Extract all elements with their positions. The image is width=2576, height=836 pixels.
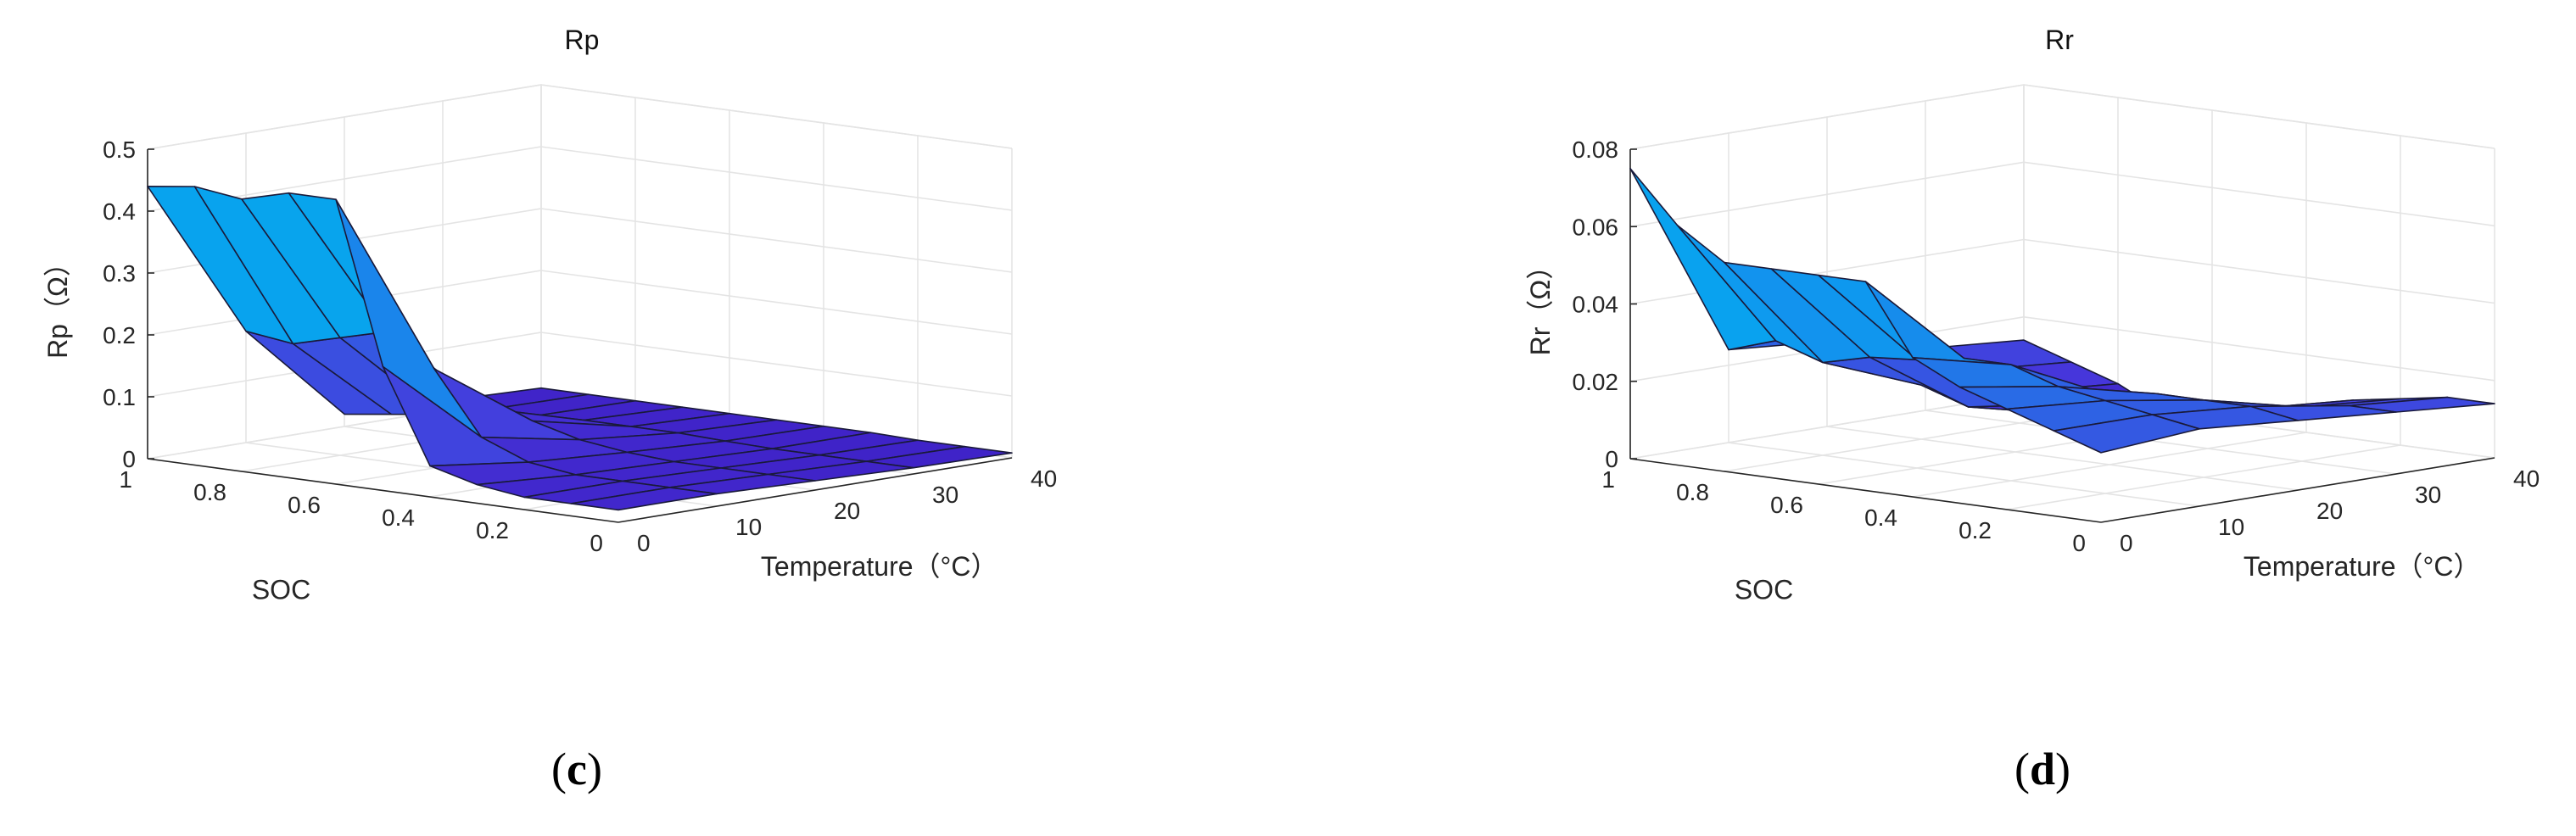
soc-tick-label: 0.4: [1864, 504, 1897, 531]
soc-tick-label: 0.4: [382, 504, 415, 531]
surface-mesh: [1629, 168, 2495, 454]
temperature-tick-label: 0: [637, 530, 651, 556]
soc-tick-label: 1: [119, 466, 132, 493]
surface-patch: [570, 487, 718, 511]
temperature-tick-label: 20: [834, 498, 860, 524]
temperature-tick-label: 30: [932, 482, 958, 508]
soc-tick-label: 0.6: [1770, 492, 1803, 518]
temperature-tick-label: 30: [2415, 482, 2441, 508]
z-tick-label: 0: [122, 446, 136, 472]
z-axis-label: Rr（Ω）: [1525, 253, 1556, 356]
z-tick-label: 0.4: [103, 198, 136, 225]
soc-tick-label: 0.6: [288, 492, 321, 518]
surface-patch: [1629, 168, 1777, 351]
soc-axis-label: SOC: [1735, 575, 1793, 605]
soc-tick-label: 1: [1601, 466, 1615, 493]
panel-letter: d: [2030, 744, 2055, 794]
soc-tick-label: 0.2: [476, 517, 509, 543]
soc-tick-label: 0.8: [1676, 479, 1709, 505]
temperature-tick-label: 10: [2218, 514, 2244, 540]
soc-tick-label: 0.8: [193, 479, 226, 505]
soc-tick-label: 0: [590, 530, 603, 556]
chart-title: Rp: [565, 25, 600, 55]
z-tick-label: 0.06: [1573, 214, 1619, 240]
temperature-tick-label: 20: [2316, 498, 2343, 524]
surface-plot-rp: 0 0.1 0.2 0.3 0.4 0.5 1 0.8 0.6 0.4 0.2 0 0 10 20 30 40 R…: [42, 25, 1057, 794]
temperature-tick-label: 10: [735, 514, 762, 540]
surface-mesh: [147, 186, 1013, 511]
z-tick-label: 0.04: [1573, 292, 1619, 318]
z-tick-label: 0.1: [103, 384, 136, 410]
temperature-tick-label: 40: [1031, 465, 1057, 492]
panel-letter: c: [567, 744, 587, 794]
z-tick-label: 0: [1605, 446, 1618, 472]
soc-axis-label: SOC: [252, 575, 310, 605]
soc-tick-label: 0.2: [1959, 517, 1992, 543]
z-tick-label: 0.2: [103, 322, 136, 348]
temperature-axis-label: Temperature（°C）: [2244, 551, 2481, 582]
temperature-tick-label: 0: [2120, 530, 2133, 556]
panel-label: (d): [2014, 744, 2070, 794]
panel-label: (c): [551, 744, 602, 794]
temperature-axis-label: Temperature（°C）: [761, 551, 998, 582]
temperature-tick-label: 40: [2513, 465, 2540, 492]
z-axis-label: Rp（Ω）: [42, 249, 73, 359]
z-tick-label: 0.08: [1573, 137, 1619, 163]
z-tick-label: 0.02: [1573, 369, 1619, 395]
z-tick-label: 0.5: [103, 137, 136, 163]
chart-title: Rr: [2045, 25, 2074, 55]
z-tick-label: 0.3: [103, 260, 136, 287]
axis-lines: [147, 149, 1013, 523]
surface-plot-rr: 0 0.02 0.04 0.06 0.08 1 0.8 0.6 0.4 0.2 0 0 10 20 30 40…: [1525, 25, 2540, 794]
soc-tick-label: 0: [2072, 530, 2086, 556]
surface-patch: [2053, 414, 2200, 454]
